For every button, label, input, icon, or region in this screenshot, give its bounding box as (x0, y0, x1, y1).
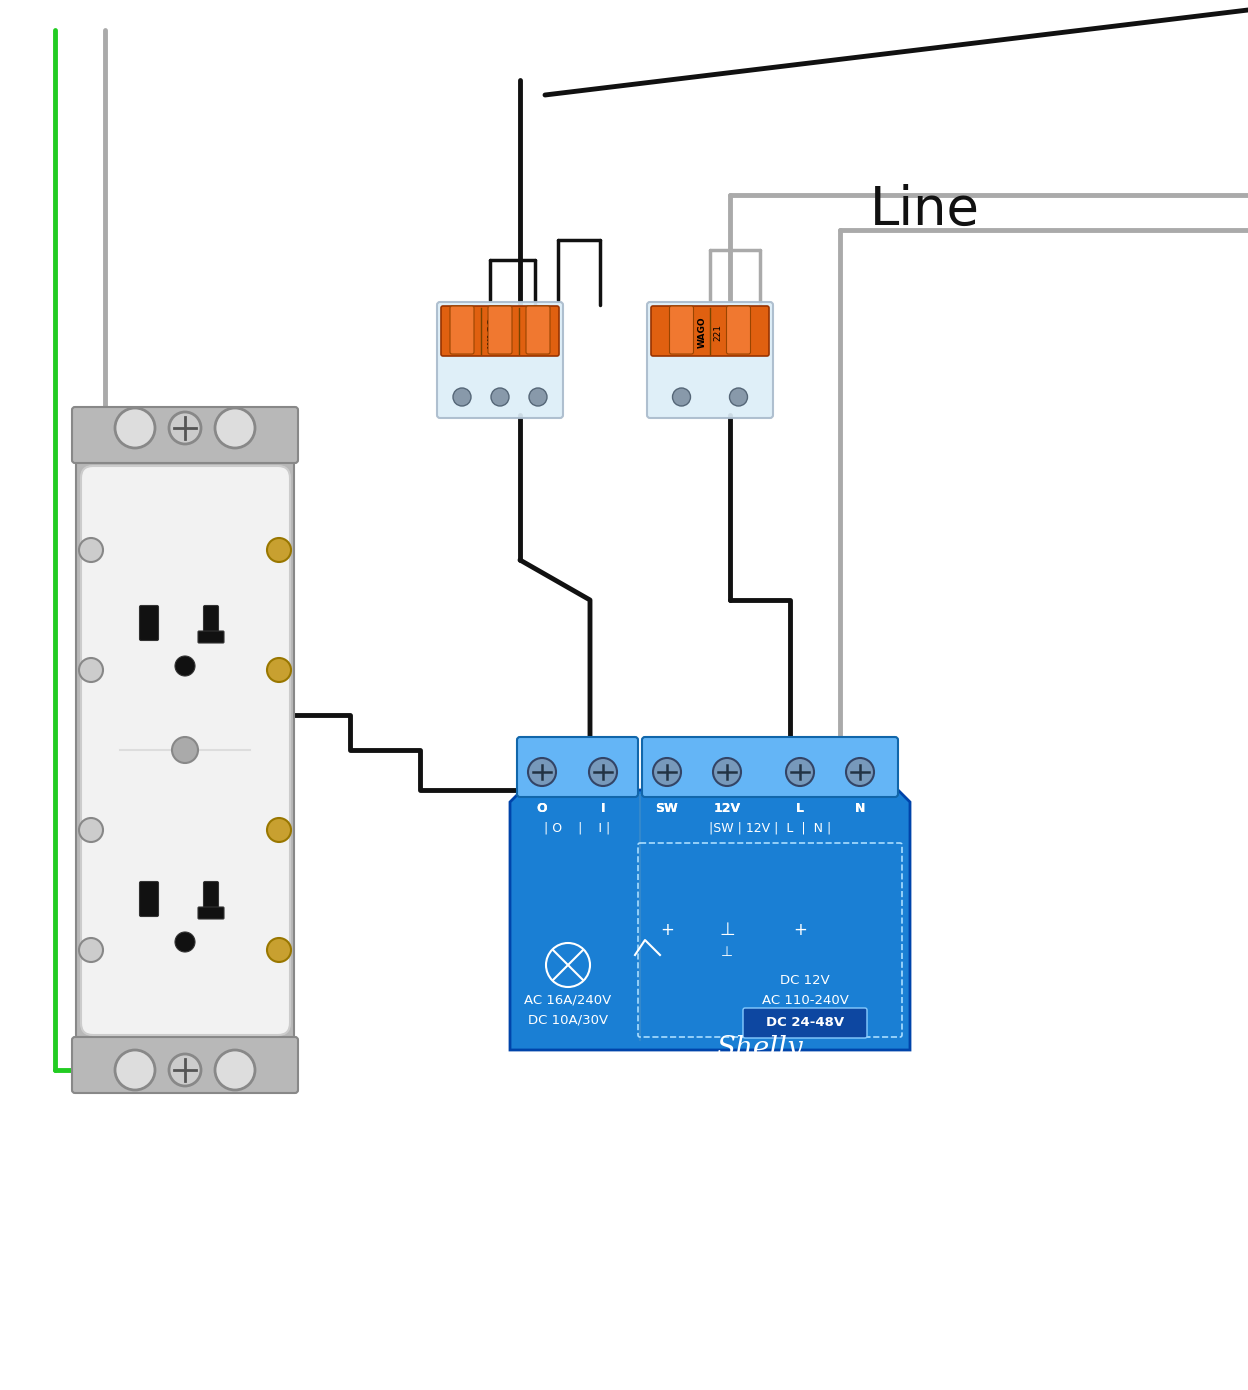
Circle shape (215, 1049, 255, 1090)
Text: WAGO: WAGO (698, 316, 706, 348)
FancyBboxPatch shape (198, 908, 223, 919)
FancyBboxPatch shape (441, 306, 559, 356)
Text: |SW | 12V |  L  |  N |: |SW | 12V | L | N | (709, 821, 831, 834)
Circle shape (713, 758, 741, 785)
FancyBboxPatch shape (669, 306, 694, 354)
Text: 221: 221 (714, 324, 723, 341)
Circle shape (589, 758, 617, 785)
Text: 221: 221 (503, 324, 513, 341)
Text: N: N (855, 802, 865, 815)
Circle shape (490, 388, 509, 406)
Circle shape (267, 657, 291, 682)
Circle shape (267, 938, 291, 962)
Circle shape (730, 388, 748, 406)
Circle shape (528, 758, 557, 785)
Circle shape (786, 758, 814, 785)
Circle shape (168, 411, 201, 443)
FancyBboxPatch shape (517, 737, 638, 796)
Text: Line: Line (870, 183, 980, 236)
Text: O: O (537, 802, 548, 815)
Circle shape (172, 737, 198, 763)
FancyBboxPatch shape (743, 1008, 867, 1038)
FancyBboxPatch shape (76, 446, 295, 1054)
FancyBboxPatch shape (72, 1037, 298, 1093)
Text: +: + (792, 922, 807, 940)
Text: WAGO: WAGO (488, 316, 497, 348)
FancyBboxPatch shape (646, 302, 773, 418)
Polygon shape (510, 790, 910, 1049)
FancyBboxPatch shape (81, 466, 290, 1036)
Circle shape (79, 538, 104, 562)
Text: ⊥: ⊥ (719, 922, 735, 940)
Circle shape (115, 1049, 155, 1090)
Text: L: L (796, 802, 804, 815)
FancyBboxPatch shape (203, 881, 218, 916)
FancyBboxPatch shape (525, 306, 550, 354)
Circle shape (846, 758, 874, 785)
Text: DC 10A/30V: DC 10A/30V (528, 1013, 608, 1026)
FancyBboxPatch shape (726, 306, 750, 354)
FancyBboxPatch shape (641, 737, 899, 796)
Circle shape (79, 938, 104, 962)
FancyBboxPatch shape (437, 302, 563, 418)
Circle shape (79, 817, 104, 842)
Circle shape (453, 388, 470, 406)
Circle shape (529, 388, 547, 406)
FancyBboxPatch shape (488, 306, 512, 354)
Text: N: N (855, 802, 865, 815)
Text: DC 12V: DC 12V (780, 973, 830, 987)
FancyBboxPatch shape (198, 631, 223, 644)
Text: Shelly: Shelly (716, 1034, 804, 1062)
FancyBboxPatch shape (72, 407, 298, 463)
Text: SW: SW (655, 802, 679, 815)
Circle shape (115, 409, 155, 448)
Circle shape (267, 538, 291, 562)
FancyBboxPatch shape (451, 306, 474, 354)
Circle shape (215, 409, 255, 448)
Circle shape (168, 1054, 201, 1086)
Circle shape (175, 933, 195, 952)
FancyBboxPatch shape (203, 606, 218, 641)
Text: AC 16A/240V: AC 16A/240V (524, 994, 612, 1006)
Circle shape (653, 758, 681, 785)
Text: O: O (537, 802, 548, 815)
Text: SW: SW (655, 802, 679, 815)
Text: I: I (600, 802, 605, 815)
FancyBboxPatch shape (140, 881, 158, 916)
Circle shape (175, 656, 195, 676)
Text: 12V: 12V (714, 802, 740, 815)
Circle shape (267, 817, 291, 842)
Text: I: I (600, 802, 605, 815)
Text: AC 110-240V: AC 110-240V (761, 994, 849, 1006)
Text: 12V: 12V (714, 802, 740, 815)
Circle shape (673, 388, 690, 406)
Circle shape (79, 657, 104, 682)
Text: DC 24-48V: DC 24-48V (766, 1016, 844, 1030)
Text: +: + (660, 922, 674, 940)
FancyBboxPatch shape (651, 306, 769, 356)
Text: ⊥: ⊥ (721, 945, 733, 959)
FancyBboxPatch shape (140, 606, 158, 641)
Text: | O    |    I |: | O | I | (544, 821, 610, 834)
Text: L: L (796, 802, 804, 815)
